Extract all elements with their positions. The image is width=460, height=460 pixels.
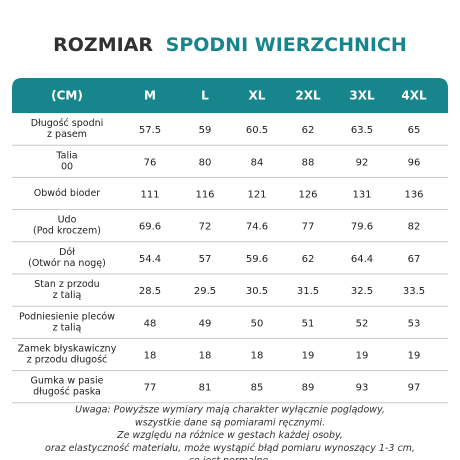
cell-value: 57 — [199, 254, 212, 265]
cell-value: 79.6 — [351, 222, 373, 233]
cell-value: 74.6 — [246, 222, 268, 233]
cell-value: 111 — [140, 190, 159, 201]
row-label: Podniesienie pleców — [19, 311, 115, 322]
row-label: Stan z przodu — [34, 279, 99, 290]
row-label: (Pod kroczem) — [33, 226, 101, 237]
column-header: 2XL — [295, 89, 321, 103]
cell-value: 92 — [356, 157, 369, 168]
row-label: Zamek błyskawiczny — [18, 344, 117, 355]
cell-value: 49 — [199, 318, 212, 329]
cell-value: 62 — [302, 125, 315, 136]
cell-value: 50 — [251, 318, 264, 329]
cell-value: 29.5 — [194, 286, 216, 297]
cell-value: 72 — [199, 222, 212, 233]
cell-value: 18 — [199, 351, 212, 362]
cell-value: 76 — [144, 157, 157, 168]
cell-value: 59.6 — [246, 254, 268, 265]
cell-value: 80 — [199, 157, 212, 168]
cell-value: 54.4 — [139, 254, 161, 265]
cell-value: 53 — [408, 318, 421, 329]
cell-value: 93 — [356, 383, 369, 394]
cell-value: 19 — [302, 351, 315, 362]
cell-value: 59 — [199, 125, 212, 136]
row-label: Talia — [55, 150, 77, 161]
row-label: z talią — [53, 322, 82, 333]
cell-value: 52 — [356, 318, 369, 329]
column-header: 4XL — [401, 89, 427, 103]
column-header: XL — [249, 89, 266, 103]
cell-value: 19 — [356, 351, 369, 362]
cell-value: 51 — [302, 318, 315, 329]
cell-value: 97 — [408, 383, 421, 394]
note-line: co jest normalne. — [189, 456, 272, 460]
row-label: (Otwór na nogę) — [28, 258, 106, 269]
row-label: długość paska — [33, 387, 101, 398]
cell-value: 85 — [251, 383, 264, 394]
cell-value: 82 — [408, 222, 421, 233]
cell-value: 60.5 — [246, 125, 268, 136]
note-line: Uwaga: Powyższe wymiary mają charakter w… — [75, 405, 385, 416]
title-part: ROZMIAR — [53, 34, 153, 56]
cell-value: 116 — [195, 190, 214, 201]
cell-value: 77 — [144, 383, 157, 394]
column-header: 3XL — [349, 89, 375, 103]
title: ROZMIAR SPODNI WIERZCHNICH — [53, 34, 407, 56]
cell-value: 30.5 — [246, 286, 268, 297]
cell-value: 19 — [408, 351, 421, 362]
cell-value: 69.6 — [139, 222, 161, 233]
column-header: L — [201, 89, 209, 103]
note-line: wszystkie dane są pomiarami ręcznymi. — [135, 417, 325, 428]
row-label: z pasem — [47, 129, 87, 140]
cell-value: 96 — [408, 157, 421, 168]
cell-value: 31.5 — [297, 286, 319, 297]
note-line: Ze względu na różnice w gestach każdej o… — [116, 430, 343, 441]
cell-value: 28.5 — [139, 286, 161, 297]
row-label: Gumka w pasie — [31, 376, 104, 387]
cell-value: 77 — [302, 222, 315, 233]
cell-value: 33.5 — [403, 286, 425, 297]
cell-value: 81 — [199, 383, 212, 394]
cell-value: 32.5 — [351, 286, 373, 297]
cell-value: 136 — [404, 190, 423, 201]
row-label: Dół — [59, 247, 75, 258]
cell-value: 64.4 — [351, 254, 373, 265]
cell-value: 63.5 — [351, 125, 373, 136]
cell-value: 57.5 — [139, 125, 161, 136]
row-label: z przodu długość — [27, 355, 108, 366]
row-label: Długość spodni — [31, 118, 104, 129]
cell-value: 121 — [247, 190, 266, 201]
cell-value: 84 — [251, 157, 264, 168]
row-label: Udo — [58, 215, 77, 226]
cell-value: 18 — [144, 351, 157, 362]
header-bar — [12, 78, 448, 113]
column-header: M — [144, 89, 156, 103]
column-header: (CM) — [51, 89, 83, 103]
cell-value: 67 — [408, 254, 421, 265]
row-label: z talią — [53, 290, 82, 301]
cell-value: 62 — [302, 254, 315, 265]
cell-value: 131 — [352, 190, 371, 201]
title-part: SPODNI WIERZCHNICH — [166, 34, 407, 56]
cell-value: 18 — [251, 351, 264, 362]
cell-value: 88 — [302, 157, 315, 168]
cell-value: 89 — [302, 383, 315, 394]
row-label: 00 — [61, 161, 73, 172]
cell-value: 65 — [408, 125, 421, 136]
cell-value: 48 — [144, 318, 157, 329]
row-label: Obwód bioder — [34, 188, 100, 199]
cell-value: 126 — [298, 190, 317, 201]
note-line: oraz elastyczność materiału, może wystąp… — [45, 443, 415, 454]
